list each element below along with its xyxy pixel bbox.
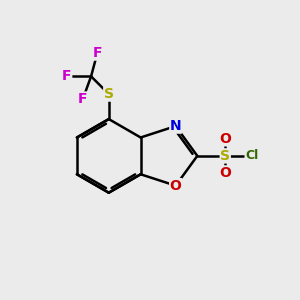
- Text: S: S: [220, 149, 230, 163]
- Text: F: F: [93, 46, 102, 60]
- Text: F: F: [78, 92, 88, 106]
- Text: S: S: [104, 87, 114, 101]
- Text: F: F: [62, 69, 72, 83]
- Text: O: O: [170, 179, 182, 193]
- Text: O: O: [219, 132, 231, 146]
- Text: Cl: Cl: [245, 149, 258, 162]
- Text: O: O: [219, 166, 231, 180]
- Text: N: N: [170, 119, 182, 133]
